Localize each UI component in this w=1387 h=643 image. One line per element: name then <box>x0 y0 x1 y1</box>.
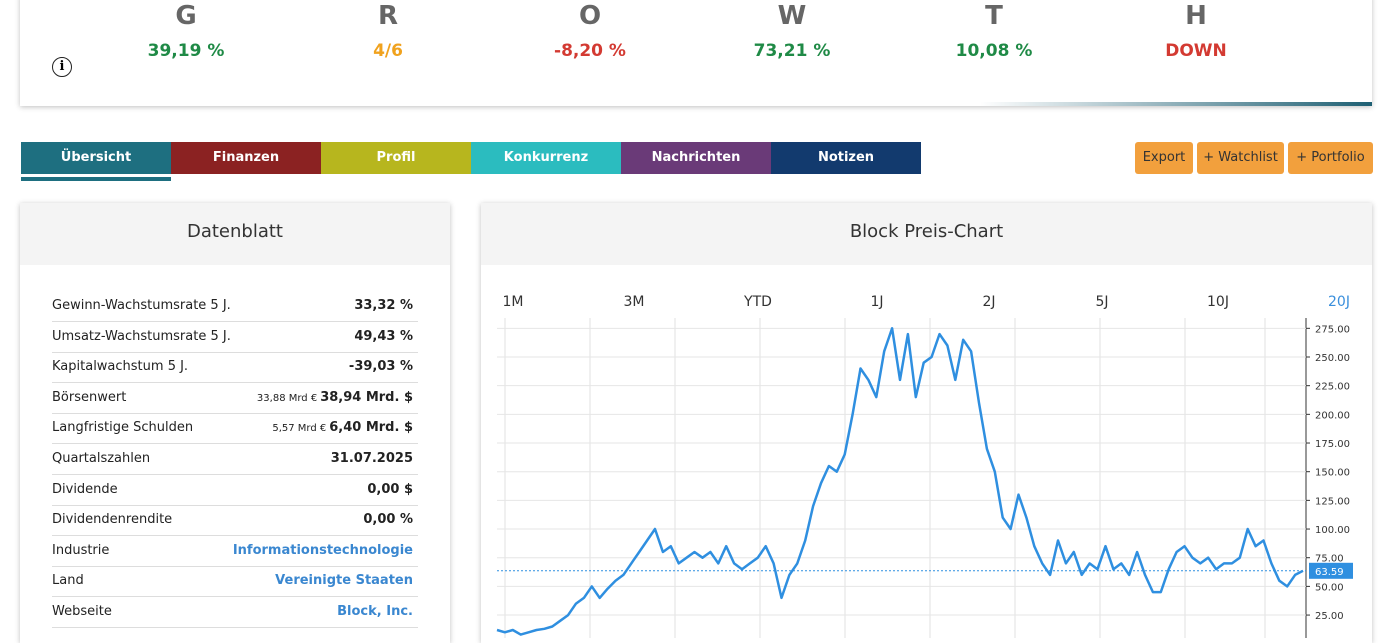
row-label: Industrie <box>52 542 110 558</box>
datasheet-row: Dividende 0,00 $ <box>52 475 418 506</box>
row-label: Börsenwert <box>52 389 127 405</box>
growth-card: i G 39,19 % R 4/6 O -8,20 % W 73,21 % T 10,08 % H D… <box>20 0 1372 106</box>
datasheet-row: Gewinn-Wachstumsrate 5 J. 33,32 % <box>52 291 418 322</box>
row-value: Informationstechnologie <box>233 536 413 566</box>
button[interactable]: + Portfolio <box>1288 142 1373 174</box>
row-value-text: 38,94 Mrd. $ <box>320 389 413 405</box>
row-label: Umsatz-Wachstumsrate 5 J. <box>52 328 231 344</box>
row-value: 33,88 Mrd €38,94 Mrd. $ <box>257 383 413 414</box>
period-button[interactable]: YTD <box>743 294 772 310</box>
row-value-text[interactable]: Vereinigte Staaten <box>275 573 413 589</box>
card-title: Datenblatt <box>20 203 450 265</box>
period-button[interactable]: 10J <box>1207 294 1229 310</box>
row-value-text: 31.07.2025 <box>330 451 413 466</box>
button[interactable]: Export <box>1135 142 1193 174</box>
row-value: -39,03 % <box>349 352 413 382</box>
datasheet-row: Kapitalwachstum 5 J. -39,03 % <box>52 352 418 384</box>
datasheet-row: Börsenwert 33,88 Mrd €38,94 Mrd. $ <box>52 383 418 414</box>
growth-letter: O <box>578 1 602 31</box>
period-button[interactable]: 3M <box>624 294 645 310</box>
row-label: Gewinn-Wachstumsrate 5 J. <box>52 298 231 313</box>
row-value: 0,00 $ <box>367 475 413 505</box>
last-price-label: 63.59 <box>1315 567 1344 578</box>
period-button[interactable]: 1M <box>503 294 524 310</box>
y-tick-label: 250.00 <box>1315 353 1350 364</box>
row-label: Webseite <box>52 604 112 619</box>
growth-value: 10,08 % <box>955 41 1033 61</box>
tab[interactable]: Notizen <box>771 142 921 174</box>
y-tick-label: 125.00 <box>1315 496 1350 507</box>
row-label: Dividendenrendite <box>52 512 173 528</box>
growth-value: 39,19 % <box>147 41 225 61</box>
growth-value: 73,21 % <box>753 41 831 61</box>
row-value-text[interactable]: Informationstechnologie <box>232 542 413 558</box>
growth-letter: G <box>175 1 197 31</box>
y-tick-label: 175.00 <box>1315 439 1350 450</box>
chart-card: Block Preis-Chart <box>481 203 1372 643</box>
y-tick-label: 100.00 <box>1315 525 1350 536</box>
datasheet-row: Webseite Block, Inc. <box>52 597 418 628</box>
row-value: Block, Inc. <box>337 597 413 627</box>
y-tick-label: 25.00 <box>1315 611 1344 622</box>
row-secondary: 33,88 Mrd € <box>256 392 318 404</box>
row-value: 33,32 % <box>354 291 413 321</box>
period-button[interactable]: 5J <box>1095 294 1108 310</box>
growth-value: -8,20 % <box>554 41 626 61</box>
y-tick-label: 50.00 <box>1315 582 1344 593</box>
row-value-text: 6,40 Mrd. $ <box>329 420 413 436</box>
datasheet-row: Dividendenrendite 0,00 % <box>52 505 418 537</box>
row-value: 0,00 % <box>363 505 413 535</box>
tab-underline <box>21 177 171 181</box>
datasheet-card: Datenblatt Gewinn-Wachstumsrate 5 J. 33,3… <box>20 203 450 643</box>
accent-bar <box>980 102 1372 106</box>
datasheet-row: Land Vereinigte Staaten <box>52 566 418 598</box>
y-tick-label: 225.00 <box>1315 382 1350 393</box>
growth-letter: H <box>1185 1 1207 31</box>
growth-letter: W <box>777 1 807 31</box>
last-price-box <box>1309 562 1353 579</box>
row-label: Langfristige Schulden <box>52 420 194 436</box>
row-value: 5,57 Mrd €6,40 Mrd. $ <box>272 413 413 444</box>
datasheet-row: Quartalszahlen 31.07.2025 <box>52 444 418 475</box>
growth-value: DOWN <box>1165 41 1227 61</box>
row-value: Vereinigte Staaten <box>275 566 413 596</box>
growth-value: 4/6 <box>373 41 403 61</box>
row-secondary: 5,57 Mrd € <box>272 423 327 435</box>
row-value: 49,43 % <box>354 322 413 352</box>
datasheet-row: Umsatz-Wachstumsrate 5 J. 49,43 % <box>52 322 418 353</box>
tab[interactable]: Profil <box>321 142 471 174</box>
row-label: Dividende <box>52 481 118 497</box>
y-tick-label: 275.00 <box>1315 324 1350 335</box>
period-button[interactable]: 2J <box>982 294 995 310</box>
period-button[interactable]: 20J <box>1328 294 1350 310</box>
price-line <box>496 327 1304 636</box>
row-value-text: 0,00 $ <box>367 481 413 497</box>
y-tick-label: 75.00 <box>1315 554 1344 565</box>
tab[interactable]: Konkurrenz <box>471 142 621 174</box>
row-value: 31.07.2025 <box>331 444 413 474</box>
growth-letter: R <box>377 1 399 31</box>
row-value-text: -39,03 % <box>348 359 413 375</box>
period-button[interactable]: 1J <box>870 294 883 310</box>
button[interactable]: + Watchlist <box>1197 142 1284 174</box>
tab[interactable]: Finanzen <box>171 142 321 174</box>
row-label: Kapitalwachstum 5 J. <box>52 359 189 375</box>
row-value-text: 49,43 % <box>354 328 413 344</box>
y-tick-label: 200.00 <box>1315 410 1350 421</box>
chart-title: Block Preis-Chart <box>481 203 1372 265</box>
info-icon[interactable]: i <box>52 57 72 77</box>
datasheet-row: Langfristige Schulden 5,57 Mrd €6,40 Mrd.… <box>52 413 418 445</box>
row-value-text[interactable]: Block, Inc. <box>337 604 413 619</box>
tab[interactable]: Nachrichten <box>621 142 771 174</box>
datasheet-row: Industrie Informationstechnologie <box>52 536 418 567</box>
row-label: Land <box>52 573 84 589</box>
row-value-text: 33,32 % <box>354 298 413 313</box>
y-tick-label: 150.00 <box>1315 468 1350 479</box>
growth-letter: T <box>985 1 1003 31</box>
row-value-text: 0,00 % <box>363 512 413 528</box>
tab[interactable]: Übersicht <box>21 142 171 174</box>
row-label: Quartalszahlen <box>52 451 151 466</box>
